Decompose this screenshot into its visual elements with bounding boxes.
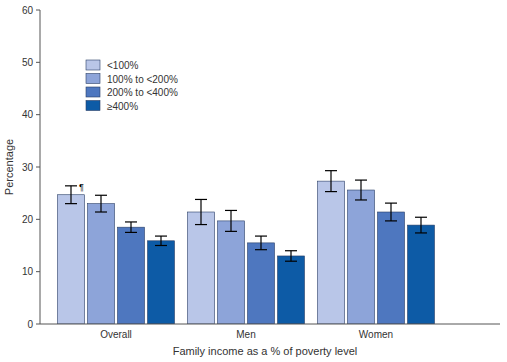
error-cap — [355, 199, 367, 200]
bar — [408, 225, 435, 324]
error-cap — [95, 211, 107, 212]
y-tick-label: 30 — [22, 162, 34, 173]
error-bar — [285, 251, 297, 261]
y-tick-label: 40 — [22, 109, 34, 120]
legend-label: 100% to <200% — [107, 74, 178, 85]
y-tick — [36, 219, 40, 220]
error-cap — [285, 261, 297, 262]
bar — [188, 212, 215, 324]
bar — [118, 227, 145, 324]
error-stem — [330, 171, 331, 192]
bar — [278, 256, 305, 324]
chart: 0 10 20 30 40 50 60 Percentage Overall Men WomenFa… — [0, 0, 507, 362]
error-cap — [195, 224, 207, 225]
bar — [218, 221, 245, 324]
error-bar — [255, 236, 267, 250]
error-stem — [100, 195, 101, 212]
error-cap — [415, 217, 427, 218]
error-bar — [325, 171, 337, 192]
error-cap — [95, 195, 107, 196]
error-bar — [415, 217, 427, 233]
x-axis — [40, 324, 500, 325]
error-cap — [155, 245, 167, 246]
x-tick-label: Overall — [100, 329, 132, 340]
error-cap — [415, 232, 427, 233]
error-cap — [155, 235, 167, 236]
error-stem — [390, 203, 391, 221]
legend-label: 200% to <400% — [107, 87, 178, 98]
error-cap — [325, 170, 337, 171]
bar — [378, 212, 405, 324]
error-stem — [260, 236, 261, 250]
legend-label: <100% — [107, 60, 139, 71]
y-tick-label: 10 — [22, 266, 34, 277]
error-stem — [230, 210, 231, 231]
y-tick-label: 60 — [22, 5, 34, 16]
error-cap — [125, 232, 137, 233]
error-cap — [385, 220, 397, 221]
x-tick-label: Women — [359, 329, 393, 340]
bar — [318, 181, 345, 324]
error-bar — [95, 195, 107, 212]
y-tick — [36, 114, 40, 115]
error-cap — [255, 249, 267, 250]
annotation: ¶ — [79, 182, 84, 192]
legend: <100% 100% to <200% 200% to <400% ≥400% — [86, 60, 178, 112]
error-bar — [355, 180, 367, 200]
legend-swatch — [86, 87, 100, 97]
error-bar — [65, 186, 77, 204]
y-tick — [36, 10, 40, 11]
legend-swatch — [86, 60, 100, 70]
error-cap — [225, 231, 237, 232]
y-axis-label: Percentage — [3, 139, 15, 195]
legend-swatch — [86, 101, 100, 111]
bar — [348, 190, 375, 324]
error-bar — [155, 236, 167, 245]
y-tick — [36, 271, 40, 272]
x-tick-label: Men — [236, 329, 255, 340]
y-tick-label: 50 — [22, 57, 34, 68]
bar — [248, 243, 275, 324]
bar — [58, 195, 85, 324]
error-bar — [385, 203, 397, 221]
error-cap — [125, 221, 137, 222]
error-stem — [70, 186, 71, 204]
error-bar — [195, 199, 207, 224]
legend-label: ≥400% — [107, 101, 138, 112]
legend-swatch — [86, 74, 100, 84]
error-cap — [195, 199, 207, 200]
plot-area — [58, 171, 435, 324]
error-cap — [355, 179, 367, 180]
y-tick — [36, 324, 40, 325]
y-tick — [36, 167, 40, 168]
error-stem — [160, 236, 161, 245]
error-stem — [360, 180, 361, 200]
bar — [88, 204, 115, 324]
error-cap — [325, 191, 337, 192]
error-cap — [255, 235, 267, 236]
y-tick-label: 20 — [22, 214, 34, 225]
error-cap — [65, 203, 77, 204]
x-axis-label: Family income as a % of poverty level — [173, 345, 358, 357]
y-tick-label: 0 — [27, 319, 33, 330]
error-stem — [200, 199, 201, 224]
error-bar — [125, 222, 137, 232]
error-bar — [225, 210, 237, 231]
error-stem — [420, 217, 421, 233]
y-tick — [36, 62, 40, 63]
bar — [148, 241, 175, 324]
error-cap — [285, 250, 297, 251]
error-stem — [290, 251, 291, 261]
error-cap — [225, 210, 237, 211]
error-stem — [130, 222, 131, 232]
error-cap — [385, 203, 397, 204]
error-cap — [65, 185, 77, 186]
